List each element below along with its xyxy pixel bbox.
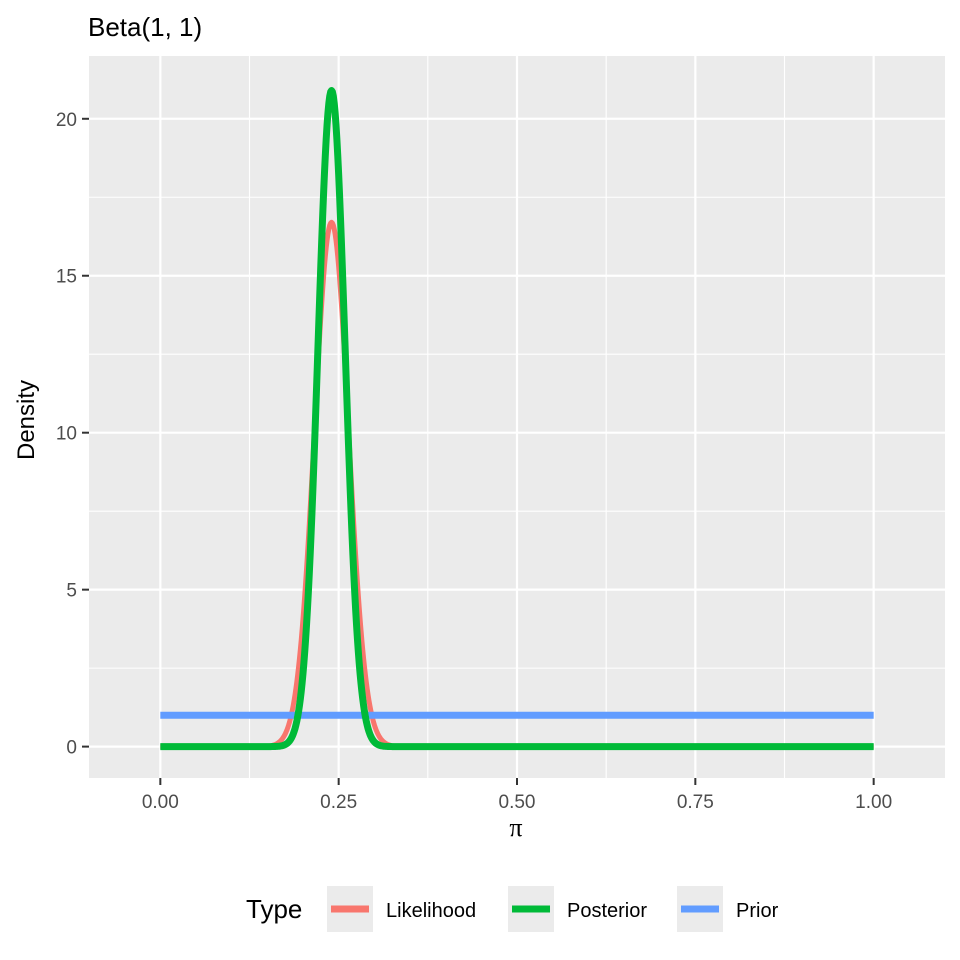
y-tick-label: 20 — [56, 110, 77, 131]
y-axis: 0 5 10 15 20 — [56, 110, 89, 759]
series-line-posterior — [157, 87, 877, 751]
legend-title: Type — [246, 894, 302, 924]
series-lines — [157, 87, 877, 751]
y-tick-label: 10 — [56, 424, 77, 445]
y-axis-title: Density — [13, 380, 40, 460]
legend-label-prior: Prior — [736, 900, 779, 922]
y-tick-label: 5 — [66, 581, 77, 602]
legend-label-posterior: Posterior — [567, 900, 647, 922]
y-tick-label: 0 — [66, 738, 77, 759]
legend-label-likelihood: Likelihood — [386, 900, 476, 922]
x-tick-label: 0.00 — [142, 792, 179, 813]
x-axis-title: π — [509, 813, 522, 842]
y-tick-label: 15 — [56, 267, 77, 288]
x-axis: 0.00 0.25 0.50 0.75 1.00 — [142, 778, 892, 813]
x-tick-label: 1.00 — [855, 792, 892, 813]
x-tick-label: 0.25 — [320, 792, 357, 813]
x-tick-label: 0.75 — [677, 792, 714, 813]
x-tick-label: 0.50 — [499, 792, 536, 813]
chart-title: Beta(1, 1) — [88, 12, 202, 42]
legend: Type Likelihood Posterior Prior — [246, 886, 779, 932]
